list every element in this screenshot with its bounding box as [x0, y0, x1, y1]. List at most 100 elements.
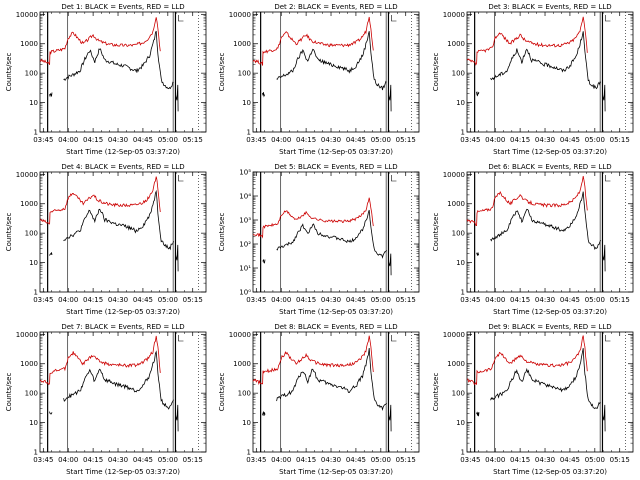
y-tick-label: 1: [461, 289, 465, 297]
plot-frame: [252, 331, 420, 453]
plot-frame: [39, 331, 207, 453]
saa-flag-mark: [605, 15, 611, 22]
lld-series-line: [466, 16, 588, 66]
y-axis-label: Counts/sec: [218, 213, 226, 252]
plot-frame: [39, 11, 207, 133]
y-axis-label: Counts/sec: [5, 373, 13, 412]
x-tick-label: 05:15: [183, 296, 203, 304]
x-tick-label: 04:45: [560, 456, 580, 464]
x-tick-label: 04:30: [535, 136, 555, 144]
events-series-line: [63, 350, 174, 410]
events-series-tail: [174, 84, 179, 112]
events-series-line: [63, 30, 174, 90]
y-tick-label: 1: [34, 449, 38, 457]
chart-title: Det 1: BLACK = Events, RED = LLD: [61, 3, 184, 11]
x-tick-label: 05:15: [396, 296, 416, 304]
y-tick-label: 10⁰: [239, 289, 251, 297]
x-tick-label: 04:45: [346, 456, 366, 464]
x-tick-label: 04:45: [346, 136, 366, 144]
x-tick-label: 04:00: [58, 296, 78, 304]
x-tick-label: 05:00: [158, 296, 178, 304]
chart-title: Det 4: BLACK = Events, RED = LLD: [61, 163, 184, 171]
y-tick-label: 10: [242, 419, 251, 427]
y-tick-label: 10: [456, 419, 465, 427]
events-series-start: [49, 252, 53, 256]
x-tick-label: 03:45: [33, 136, 53, 144]
lld-series-line: [466, 176, 588, 226]
x-axis-label: Start Time (12-Sep-05 03:37:20): [66, 308, 180, 316]
y-tick-label: 1000: [447, 360, 465, 368]
plot-frame: [466, 331, 634, 453]
chart-title: Det 2: BLACK = Events, RED = LLD: [274, 3, 397, 11]
events-series-line: [490, 31, 601, 90]
x-tick-label: 04:00: [271, 456, 291, 464]
y-tick-label: 10000: [16, 11, 38, 19]
y-axis-label: Counts/sec: [432, 213, 440, 252]
lld-series-line: [252, 16, 374, 66]
y-axis-label: Counts/sec: [432, 373, 440, 412]
events-series-start: [262, 410, 266, 417]
x-tick-label: 03:45: [246, 136, 266, 144]
x-tick-label: 05:15: [610, 136, 630, 144]
x-tick-label: 04:15: [83, 456, 103, 464]
x-tick-label: 04:45: [133, 296, 153, 304]
y-tick-label: 100: [25, 70, 38, 78]
x-tick-label: 04:00: [485, 296, 505, 304]
x-tick-label: 04:00: [271, 296, 291, 304]
y-tick-label: 10000: [443, 11, 465, 19]
x-axis-label: Start Time (12-Sep-05 03:37:20): [493, 148, 607, 156]
saa-flag-mark: [178, 175, 184, 182]
y-tick-label: 1000: [233, 40, 251, 48]
y-tick-label: 1000: [20, 40, 38, 48]
events-series-start: [49, 411, 53, 415]
y-tick-label: 1000: [20, 200, 38, 208]
x-tick-label: 03:45: [33, 296, 53, 304]
events-series-line: [490, 348, 601, 410]
y-tick-label: 1: [34, 129, 38, 137]
y-tick-label: 10: [456, 259, 465, 267]
x-tick-label: 04:45: [133, 136, 153, 144]
panel-det-2: Det 2: BLACK = Events, RED = LLD Counts/s…: [218, 3, 420, 156]
x-tick-label: 04:15: [83, 296, 103, 304]
y-tick-label: 1000: [233, 360, 251, 368]
x-tick-label: 04:00: [485, 456, 505, 464]
y-axis-label: Counts/sec: [432, 53, 440, 92]
x-tick-label: 05:00: [371, 456, 391, 464]
x-tick-label: 03:45: [246, 296, 266, 304]
events-series-start: [262, 92, 265, 98]
lld-series-line: [252, 335, 374, 386]
y-tick-label: 10⁴: [239, 193, 251, 201]
y-tick-label: 1000: [20, 360, 38, 368]
events-series-start: [476, 91, 480, 97]
y-tick-label: 10000: [443, 171, 465, 179]
panel-det-1: Det 1: BLACK = Events, RED = LLD Counts/s…: [5, 3, 207, 156]
chart-title: Det 7: BLACK = Events, RED = LLD: [61, 323, 184, 331]
x-axis-label: Start Time (12-Sep-05 03:37:20): [66, 148, 180, 156]
y-tick-label: 10: [242, 99, 251, 107]
y-tick-label: 1: [247, 129, 251, 137]
x-tick-label: 04:30: [108, 136, 128, 144]
x-tick-label: 05:15: [396, 136, 416, 144]
events-series-tail: [174, 244, 179, 272]
y-axis-label: Counts/sec: [218, 53, 226, 92]
x-tick-label: 04:30: [321, 296, 341, 304]
x-tick-label: 04:45: [346, 296, 366, 304]
y-tick-label: 1000: [447, 40, 465, 48]
x-axis-label: Start Time (12-Sep-05 03:37:20): [279, 308, 393, 316]
y-axis-label: Counts/sec: [218, 373, 226, 412]
panel-det-7: Det 7: BLACK = Events, RED = LLD Counts/s…: [5, 323, 207, 476]
chart-title: Det 9: BLACK = Events, RED = LLD: [488, 323, 611, 331]
plot-frame: [466, 171, 634, 293]
y-tick-label: 1: [461, 129, 465, 137]
events-series-start: [49, 92, 53, 98]
y-axis-label: Counts/sec: [5, 213, 13, 252]
x-tick-label: 04:30: [535, 456, 555, 464]
y-tick-label: 10000: [16, 171, 38, 179]
x-tick-label: 04:00: [485, 136, 505, 144]
x-axis-label: Start Time (12-Sep-05 03:37:20): [279, 468, 393, 476]
y-tick-label: 10¹: [239, 265, 251, 273]
x-tick-label: 04:30: [108, 456, 128, 464]
panel-det-3: Det 3: BLACK = Events, RED = LLD Counts/s…: [432, 3, 634, 156]
events-series-tail: [387, 404, 392, 432]
